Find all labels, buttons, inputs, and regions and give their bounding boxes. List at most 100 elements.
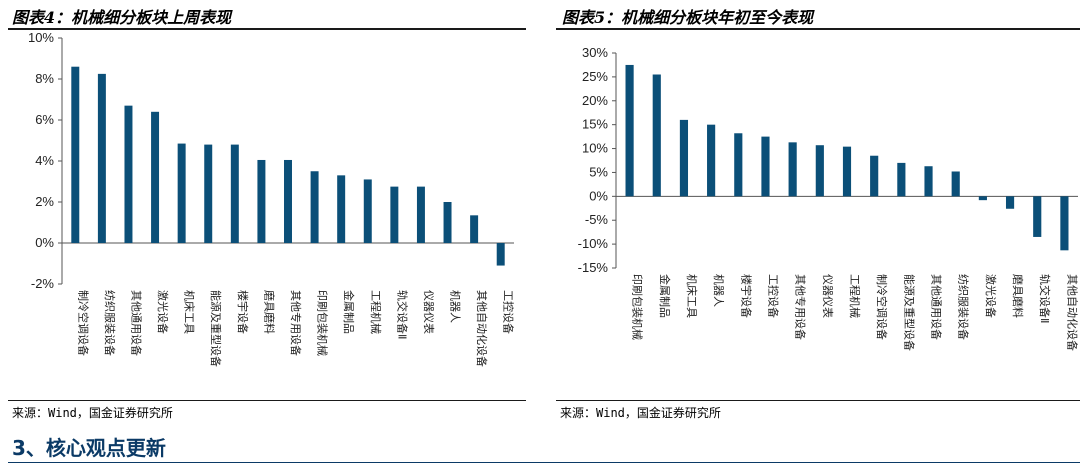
bar	[1005, 196, 1015, 209]
category-label-text: 轨交设备Ⅱ	[395, 290, 409, 339]
category-label-group: 机器人	[449, 290, 463, 323]
bar	[204, 144, 213, 243]
category-label-group: 激光设备	[156, 290, 170, 334]
bar	[416, 186, 425, 243]
y-tick-label: 25%	[582, 69, 608, 84]
title-rule-right	[556, 28, 1080, 30]
category-label-text: 金属制品	[658, 274, 672, 318]
category-label-group: 纺织服装设备	[103, 290, 117, 356]
category-label-group: 制冷空调设备	[875, 274, 889, 340]
y-tick-label: -15%	[578, 260, 609, 275]
category-label-text: 其他专用设备	[794, 274, 808, 340]
category-label-text: 机器人	[449, 290, 463, 323]
category-label-group: 轨交设备Ⅱ	[395, 290, 409, 339]
bar	[337, 175, 346, 243]
bar	[124, 105, 133, 244]
category-label-text: 仪器仪表	[422, 290, 436, 334]
bar	[1060, 196, 1069, 251]
bar	[284, 159, 292, 243]
bar	[652, 74, 661, 197]
category-label-group: 印刷包装机械	[316, 290, 330, 356]
y-tick-label: 0%	[35, 235, 54, 250]
category-label-group: 其他自动化设备	[1065, 274, 1079, 351]
y-tick-label: 2%	[35, 194, 54, 209]
category-label-text: 轨交设备Ⅱ	[1038, 274, 1052, 323]
y-tick-label: 30%	[582, 45, 608, 60]
bar	[870, 155, 879, 197]
y-tick-label: 10%	[582, 141, 608, 156]
category-label-group: 工控设备	[766, 274, 780, 318]
section-heading: 3、核心观点更新	[12, 436, 166, 460]
y-tick-label: 0%	[589, 188, 608, 203]
category-label-text: 印刷包装机械	[631, 274, 645, 340]
title-rule-left	[8, 28, 526, 30]
category-label-text: 制冷空调设备	[76, 290, 90, 356]
category-label-group: 能源及重型设备	[209, 290, 223, 367]
bar	[679, 119, 689, 197]
category-label-group: 楼宇设备	[236, 290, 250, 334]
bar	[496, 243, 505, 266]
category-label-text: 纺织服装设备	[103, 290, 117, 356]
bar	[363, 179, 372, 243]
y-tick-label: 4%	[35, 153, 54, 168]
source-rule-right	[556, 400, 1080, 401]
category-label-text: 其他通用设备	[930, 274, 944, 340]
category-label-text: 工程机械	[848, 274, 862, 318]
bar	[788, 142, 797, 197]
bar	[842, 146, 852, 197]
category-label-text: 能源及重型设备	[902, 274, 916, 351]
category-label-group: 机床工具	[183, 290, 197, 334]
category-label-group: 纺织服装设备	[957, 274, 971, 340]
category-label-group: 激光设备	[984, 274, 998, 318]
category-label-text: 其他自动化设备	[475, 290, 489, 367]
y-tick-label: 10%	[28, 30, 54, 45]
bar	[707, 124, 716, 197]
bar	[815, 145, 824, 197]
y-tick-label: 5%	[589, 164, 608, 179]
category-label-text: 楼宇设备	[739, 274, 753, 318]
category-label-group: 机器人	[712, 274, 726, 307]
category-label-text: 工控设备	[766, 274, 780, 318]
category-label-group: 其他通用设备	[129, 290, 143, 356]
chart-title-left: 图表4：机械细分板块上周表现	[12, 8, 232, 27]
bar	[1033, 196, 1042, 237]
category-label-text: 其他专用设备	[289, 290, 303, 356]
category-label-text: 纺织服装设备	[957, 274, 971, 340]
bar	[310, 171, 319, 243]
category-label-group: 磨具磨料	[1011, 274, 1025, 318]
category-label-text: 激光设备	[156, 290, 170, 334]
bar	[443, 202, 452, 243]
y-tick-label: -10%	[578, 236, 609, 251]
category-label-group: 机床工具	[685, 274, 699, 318]
bar	[257, 159, 266, 243]
category-label-group: 其他专用设备	[794, 274, 808, 340]
y-tick-label: -5%	[585, 212, 609, 227]
bar	[177, 143, 186, 243]
category-label-text: 其他通用设备	[129, 290, 143, 356]
category-label-text: 磨具磨料	[262, 290, 276, 334]
y-tick-label: 6%	[35, 112, 54, 127]
category-label-text: 机器人	[712, 274, 726, 307]
source-note-left: 来源：Wind，国金证券研究所	[12, 406, 173, 420]
category-label-text: 工程机械	[369, 290, 383, 334]
category-label-group: 磨具磨料	[262, 290, 276, 334]
category-label-group: 工程机械	[369, 290, 383, 334]
category-label-text: 激光设备	[984, 274, 998, 318]
category-label-group: 工程机械	[848, 274, 862, 318]
y-tick-label: 20%	[582, 93, 608, 108]
bar	[978, 196, 987, 201]
source-note-right: 来源：Wind，国金证券研究所	[560, 406, 721, 420]
bar	[151, 111, 160, 243]
bar	[761, 136, 770, 197]
category-label-text: 仪器仪表	[821, 274, 835, 318]
bar	[71, 66, 80, 243]
category-label-group: 仪器仪表	[422, 290, 436, 334]
category-label-text: 机床工具	[685, 274, 699, 318]
y-tick-label: 8%	[35, 71, 54, 86]
category-label-group: 能源及重型设备	[902, 274, 916, 351]
category-label-group: 印刷包装机械	[631, 274, 645, 340]
bar	[230, 144, 239, 243]
category-label-group: 轨交设备Ⅱ	[1038, 274, 1052, 323]
category-label-text: 工控设备	[502, 290, 516, 334]
category-label-group: 金属制品	[658, 274, 672, 318]
